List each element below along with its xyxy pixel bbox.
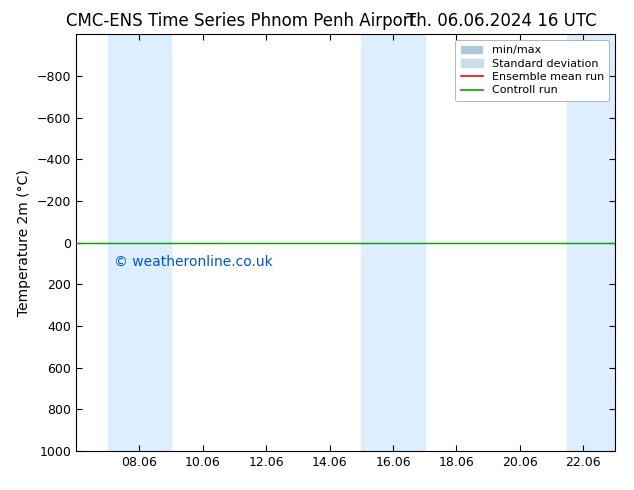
Text: © weatheronline.co.uk: © weatheronline.co.uk xyxy=(114,255,273,269)
Legend: min/max, Standard deviation, Ensemble mean run, Controll run: min/max, Standard deviation, Ensemble me… xyxy=(455,40,609,101)
Bar xyxy=(108,34,171,451)
Bar xyxy=(361,34,425,451)
Y-axis label: Temperature 2m (°C): Temperature 2m (°C) xyxy=(17,169,31,316)
Text: Th. 06.06.2024 16 UTC: Th. 06.06.2024 16 UTC xyxy=(406,12,596,30)
Bar xyxy=(567,34,615,451)
Text: CMC-ENS Time Series Phnom Penh Airport: CMC-ENS Time Series Phnom Penh Airport xyxy=(66,12,416,30)
